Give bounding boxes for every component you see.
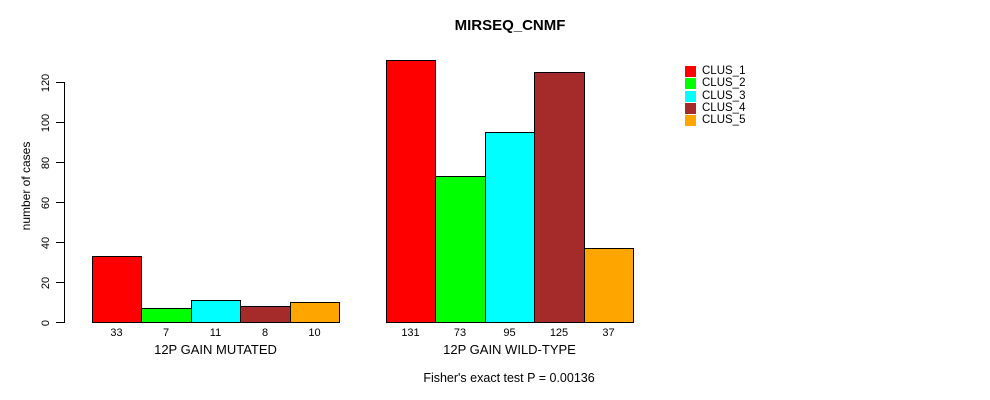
group-label: 12P GAIN WILD-TYPE bbox=[443, 342, 576, 357]
y-tick bbox=[56, 322, 64, 323]
y-tick bbox=[56, 202, 64, 203]
y-tick-label: 60 bbox=[40, 196, 52, 209]
legend-label: CLUS_3 bbox=[702, 90, 746, 102]
bar-clus_1 bbox=[386, 60, 436, 323]
bar-value-label: 37 bbox=[602, 327, 615, 339]
bar-clus_2 bbox=[141, 308, 192, 323]
legend-swatch bbox=[685, 66, 696, 77]
bar-clus_5 bbox=[584, 248, 634, 323]
y-tick bbox=[56, 82, 64, 83]
y-tick-label: 120 bbox=[40, 73, 52, 92]
bar-value-label: 125 bbox=[549, 327, 569, 339]
bar-value-label: 131 bbox=[401, 327, 420, 339]
footnote: Fisher's exact test P = 0.00136 bbox=[423, 371, 595, 385]
legend-label: CLUS_1 bbox=[702, 65, 746, 77]
legend-label: CLUS_4 bbox=[702, 102, 746, 114]
bar-value-label: 33 bbox=[110, 327, 123, 339]
legend-label: CLUS_5 bbox=[702, 114, 746, 126]
bar-clus_5 bbox=[290, 302, 340, 323]
bar-value-label: 10 bbox=[308, 327, 321, 339]
legend-swatch bbox=[685, 91, 696, 102]
y-axis-label: number of cases bbox=[19, 141, 33, 231]
y-tick-label: 0 bbox=[40, 319, 52, 326]
bar-clus_3 bbox=[485, 132, 535, 323]
bar-value-label: 73 bbox=[453, 327, 467, 339]
bar-value-label: 8 bbox=[261, 327, 269, 339]
y-tick-label: 40 bbox=[40, 236, 52, 249]
bar-value-label: 7 bbox=[162, 327, 170, 339]
y-tick-label: 100 bbox=[40, 113, 52, 132]
bar-value-label: 95 bbox=[503, 327, 516, 339]
group-label: 12P GAIN MUTATED bbox=[154, 342, 277, 357]
y-tick-label: 80 bbox=[40, 156, 52, 169]
bar-clus_2 bbox=[435, 176, 486, 323]
legend-label: CLUS_2 bbox=[702, 77, 746, 89]
y-tick bbox=[56, 122, 64, 123]
bar-value-label: 11 bbox=[209, 327, 222, 339]
legend-swatch bbox=[685, 115, 696, 126]
chart-title: MIRSEQ_CNMF bbox=[454, 17, 566, 34]
y-tick-label: 20 bbox=[40, 276, 52, 289]
y-axis-line bbox=[64, 82, 65, 323]
bar-clus_3 bbox=[191, 300, 241, 323]
bar-clus_4 bbox=[240, 306, 291, 323]
legend-swatch bbox=[685, 103, 696, 114]
bar-clus_4 bbox=[534, 72, 585, 323]
y-tick bbox=[56, 242, 64, 243]
legend-swatch bbox=[685, 78, 696, 89]
bar-clus_1 bbox=[92, 256, 142, 323]
y-tick bbox=[56, 282, 64, 283]
y-tick bbox=[56, 162, 64, 163]
